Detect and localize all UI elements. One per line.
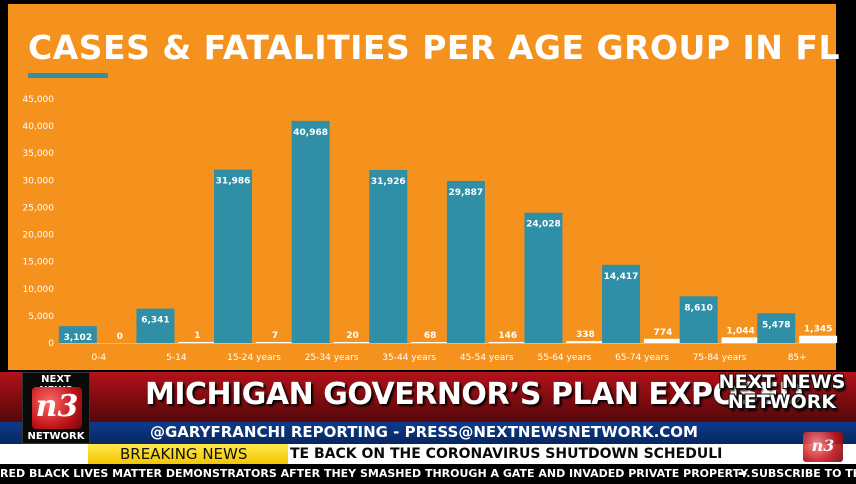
cases-data-label: 29,887	[448, 188, 483, 198]
fatalities-data-label: 338	[576, 330, 595, 340]
y-tick-label: 10,000	[23, 285, 55, 295]
fatalities-bar	[721, 337, 760, 343]
y-tick-label: 15,000	[23, 258, 55, 268]
y-tick-label: 25,000	[23, 203, 55, 213]
cases-bar	[214, 169, 253, 343]
logo-mark: n3	[32, 387, 82, 429]
bar-chart: 0 5,000 10,000 15,000 20,000 25,000 30,000 35,0…	[23, 95, 838, 363]
x-tick-label: 65-74 years	[615, 353, 669, 363]
breaking-news-label: BREAKING NEWS	[88, 444, 288, 464]
fatalities-data-label: 68	[424, 331, 437, 341]
logo-bottom-text: NETWORK	[27, 431, 85, 442]
x-tick-label: 45-54 years	[460, 353, 514, 363]
cases-data-label: 6,341	[141, 316, 169, 326]
cases-bar	[524, 212, 563, 343]
x-tick-label: 85+	[788, 353, 807, 363]
fatalities-data-label: 1,345	[804, 325, 832, 335]
video-frame: CASES & FATALITIES PER AGE GROUP IN FL 0…	[8, 4, 840, 370]
fatalities-bar	[799, 335, 838, 343]
x-tick-label: 55-64 years	[538, 353, 592, 363]
fatalities-data-label: 7	[272, 331, 278, 341]
cases-data-label: 31,926	[371, 177, 406, 187]
headline-text: MICHIGAN GOVERNOR’S PLAN EXPOSED	[145, 377, 803, 412]
fatalities-data-label: 20	[346, 331, 359, 341]
y-tick-label: 0	[48, 339, 54, 349]
y-tick-label: 20,000	[23, 231, 55, 241]
network-logo: NEXT NEWS n3 NETWORK	[22, 372, 90, 444]
cases-bar	[291, 120, 330, 343]
cases-bar	[369, 169, 408, 343]
y-tick-label: 35,000	[23, 149, 55, 159]
title-underline	[28, 73, 108, 78]
brand-wordmark: NEXT NEWS NETWORK	[718, 371, 846, 413]
fatalities-data-label: 1	[194, 331, 200, 341]
breaking-headline: TE BACK ON THE CORONAVIRUS SHUTDOWN SCHE…	[290, 446, 723, 462]
cases-bar	[679, 296, 718, 343]
cases-bar	[757, 313, 796, 343]
fatalities-bar	[255, 342, 294, 343]
fatalities-data-label: 0	[117, 332, 123, 342]
cases-data-label: 14,417	[604, 272, 639, 282]
x-tick-label: 75-84 years	[693, 353, 747, 363]
slide-title: CASES & FATALITIES PER AGE GROUP IN FL	[28, 28, 840, 67]
y-tick-label: 5,000	[28, 312, 54, 322]
x-tick-label: 35-44 years	[382, 353, 436, 363]
y-tick-label: 45,000	[23, 95, 55, 105]
fatalities-data-label: 1,044	[726, 326, 754, 336]
ticker-subscribe: ➡ SUBSCRIBE TO TH	[738, 467, 856, 480]
credit-text: @GARYFRANCHI REPORTING - PRESS@NEXTNEWSN…	[150, 423, 698, 441]
cases-data-label: 3,102	[64, 333, 92, 343]
fatalities-bar	[178, 342, 217, 343]
corner-logo-bug: n3	[803, 432, 843, 462]
cases-bar	[602, 264, 641, 343]
fatalities-bar	[333, 342, 372, 343]
fatalities-bar	[566, 341, 605, 343]
y-tick-label: 40,000	[23, 122, 55, 132]
x-tick-label: 15-24 years	[227, 353, 281, 363]
fatalities-data-label: 774	[654, 328, 673, 338]
cases-data-label: 8,610	[684, 303, 712, 313]
fatalities-data-label: 146	[498, 331, 517, 341]
x-tick-label: 0-4	[91, 353, 106, 363]
fatalities-bar	[488, 342, 527, 343]
cases-data-label: 40,968	[293, 128, 328, 138]
credit-bar	[0, 422, 856, 444]
fatalities-bar	[643, 338, 682, 343]
headline-banner	[0, 372, 856, 422]
cases-data-label: 31,986	[216, 177, 251, 187]
cases-bar	[446, 180, 485, 343]
x-tick-label: 5-14	[166, 353, 187, 363]
y-tick-label: 30,000	[23, 176, 55, 186]
cases-data-label: 24,028	[526, 220, 561, 230]
x-tick-label: 25-34 years	[305, 353, 359, 363]
cases-bar	[58, 326, 97, 343]
cases-bar	[136, 308, 175, 343]
fatalities-bar	[411, 342, 450, 343]
ticker-text: RED BLACK LIVES MATTER DEMONSTRATORS AFT…	[0, 467, 751, 480]
ticker-bar	[0, 464, 856, 484]
cases-data-label: 5,478	[762, 320, 790, 330]
